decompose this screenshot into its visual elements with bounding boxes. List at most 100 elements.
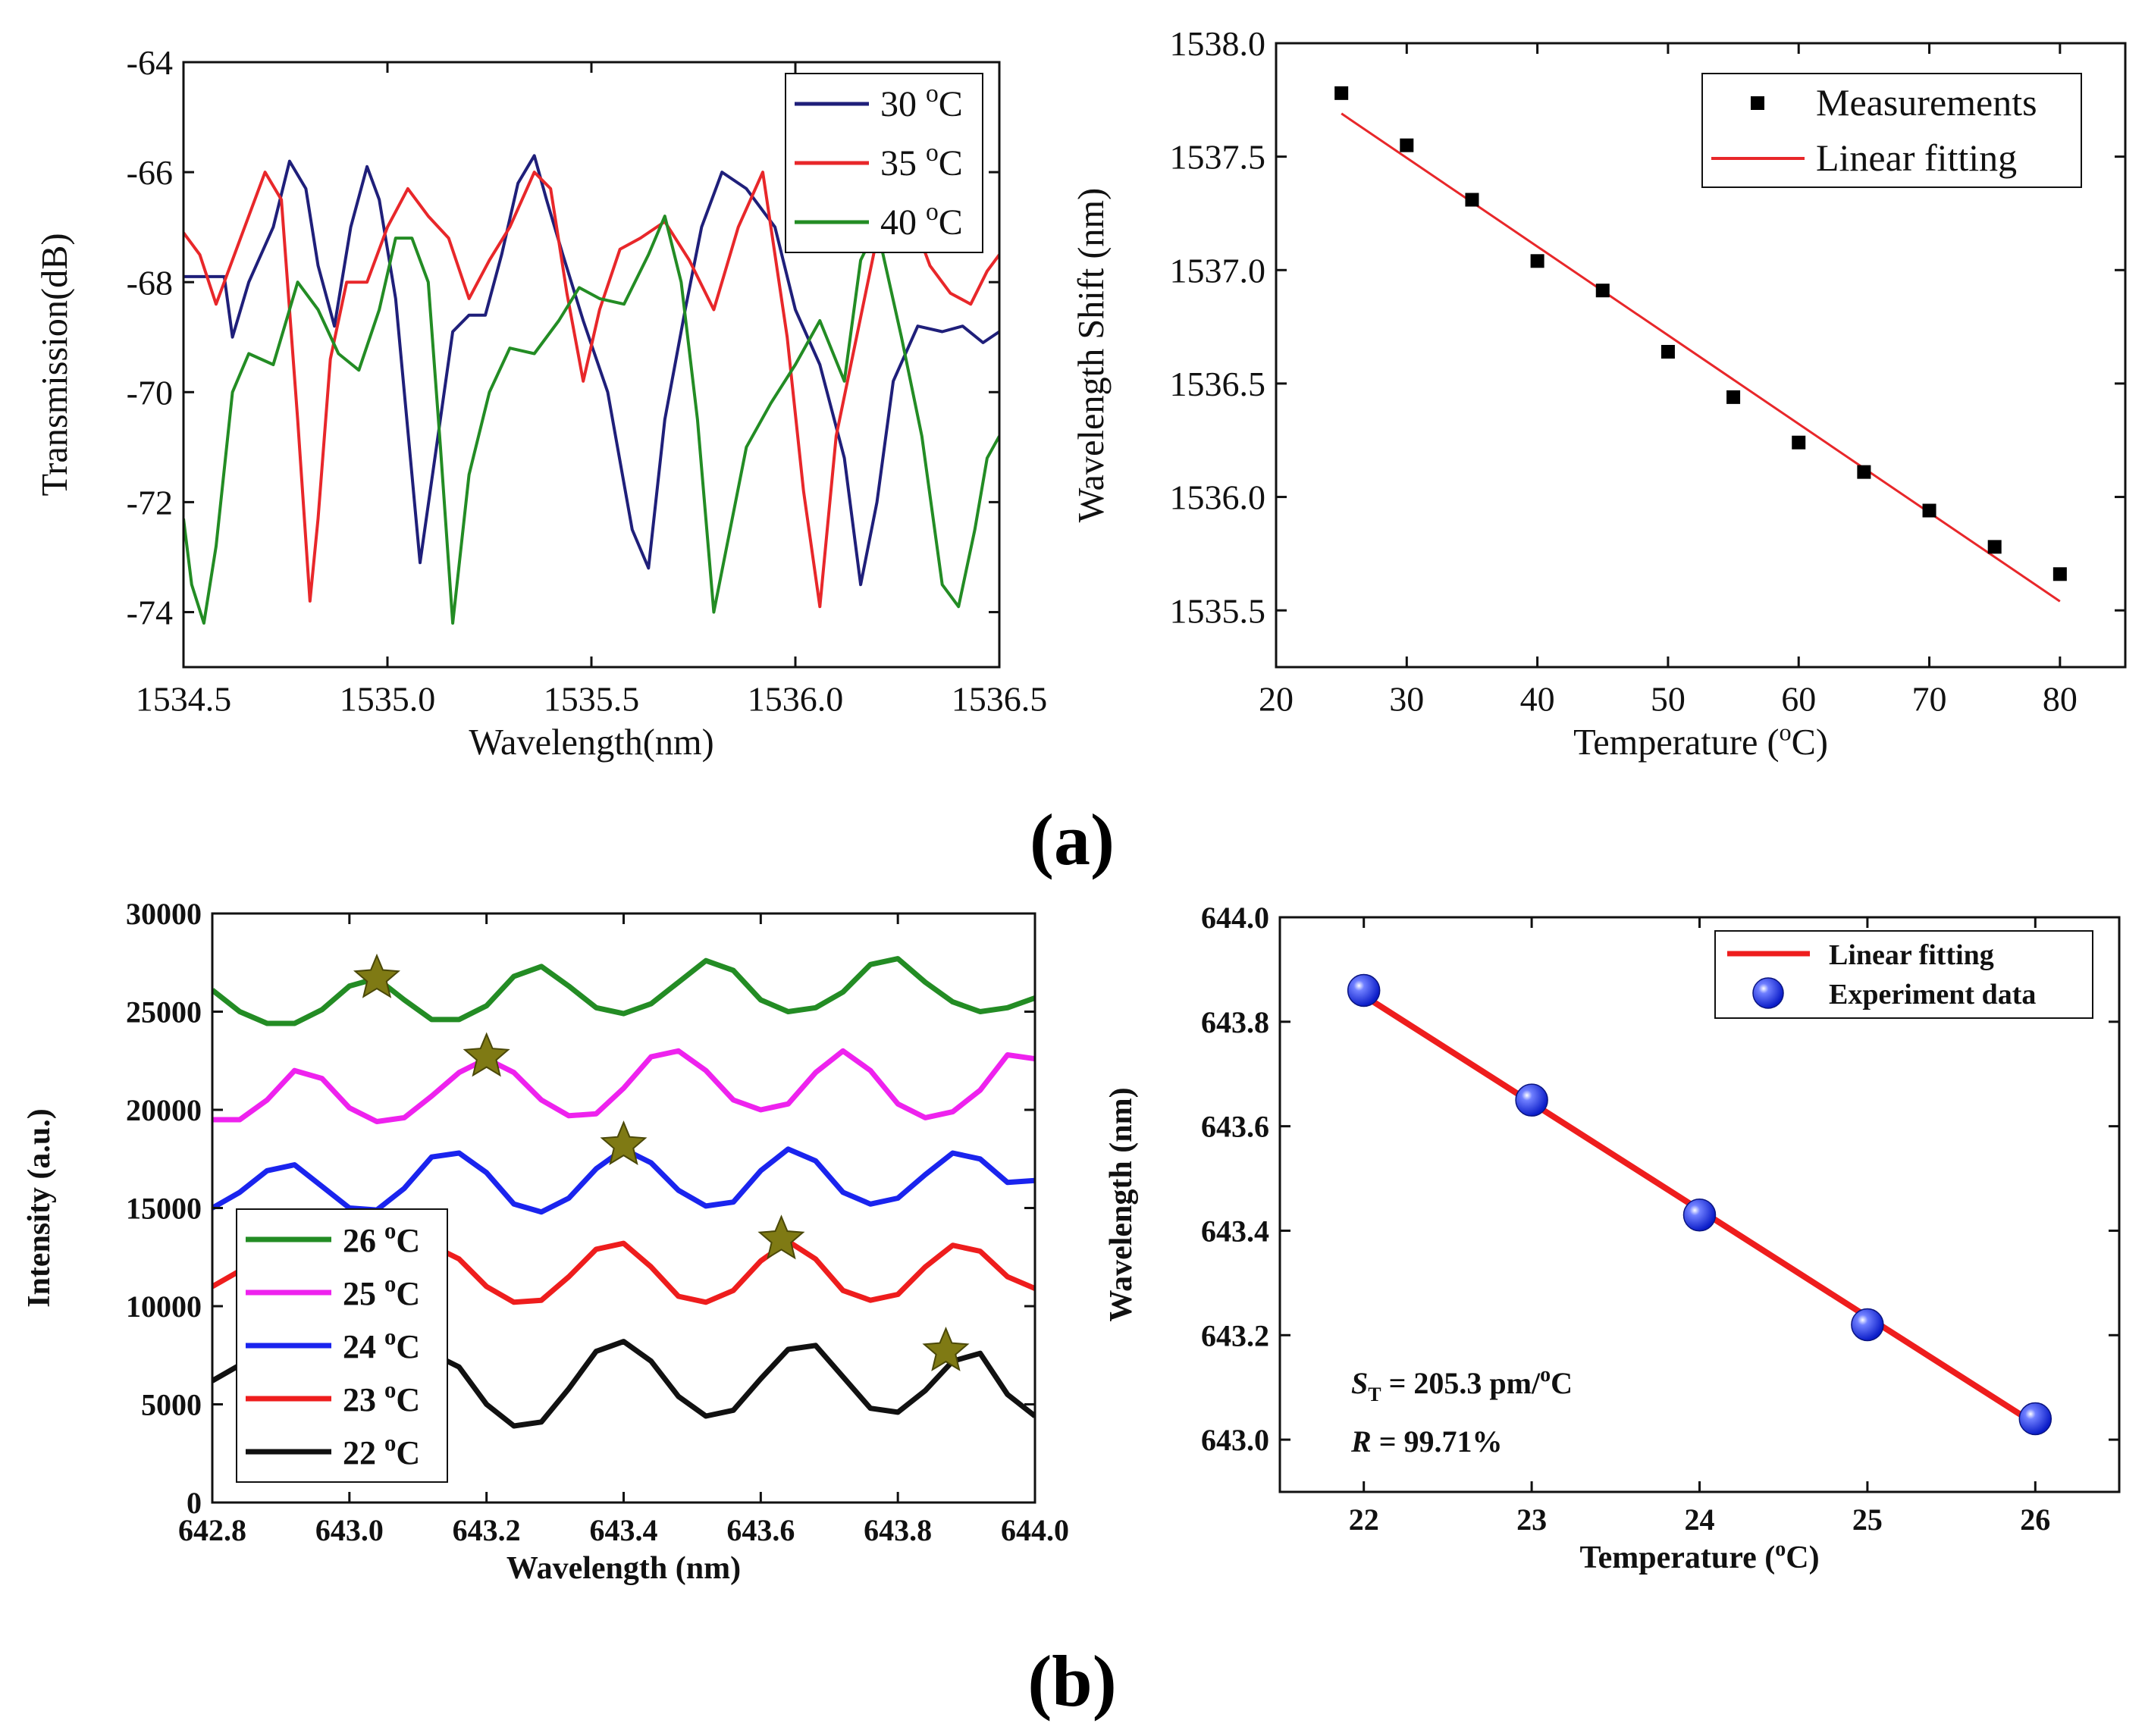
x-axis-label: Temperature (oC) <box>1579 1537 1819 1575</box>
x-tick-label: 25 <box>1852 1503 1883 1537</box>
peak-star-marker <box>600 1120 648 1166</box>
series-line-25C <box>212 1048 1035 1124</box>
x-tick-label: 70 <box>1912 680 1947 719</box>
series-line-24C <box>212 1146 1035 1215</box>
y-tick-label: 643.2 <box>1201 1318 1269 1352</box>
x-tick-label: 30 <box>1389 680 1424 719</box>
measurement-point <box>1334 86 1349 100</box>
measurement-point <box>1792 435 1806 450</box>
measurement-point <box>1660 345 1675 359</box>
measurement-point <box>1595 284 1610 298</box>
y-tick-label: 1536.0 <box>1170 478 1266 517</box>
series-line-35C <box>183 171 999 609</box>
x-axis-label: Temperature (oC) <box>1573 719 1828 763</box>
x-tick-label: 20 <box>1259 680 1294 719</box>
measurement-point <box>1857 465 1871 479</box>
experiment-point <box>1515 1083 1548 1117</box>
legend-label: Measurements <box>1816 81 2037 124</box>
legend-label: Linear fitting <box>1829 939 1994 971</box>
legend-box <box>1701 73 2082 188</box>
x-tick-label: 1536.5 <box>952 680 1048 719</box>
series-line-26C <box>212 956 1035 1026</box>
y-tick-label: 15000 <box>126 1192 202 1226</box>
x-tick-label: 643.2 <box>453 1513 521 1547</box>
measurement-point <box>1400 138 1414 152</box>
y-tick-label: -70 <box>127 373 173 412</box>
y-tick-label: 0 <box>187 1486 202 1520</box>
measurement-point <box>1922 503 1936 518</box>
y-axis-label: Intensity (a.u.) <box>22 1108 57 1308</box>
y-tick-label: 644.0 <box>1201 901 1269 935</box>
legend-marker <box>1752 977 1784 1009</box>
x-tick-label: 1535.0 <box>340 680 436 719</box>
x-tick-label: 80 <box>2043 680 2078 719</box>
experiment-point <box>1347 973 1381 1007</box>
y-tick-label: -72 <box>127 483 173 522</box>
experiment-point <box>2018 1402 2052 1436</box>
legend-label: 23 oC <box>343 1377 420 1418</box>
y-tick-label: 20000 <box>126 1093 202 1127</box>
y-tick-label: 1535.5 <box>1170 591 1266 630</box>
legend-label: 25 oC <box>343 1271 420 1312</box>
measurement-point <box>1530 254 1544 268</box>
x-tick-label: 642.8 <box>178 1513 246 1547</box>
measurement-point <box>1987 540 2002 554</box>
measurement-point <box>2052 567 2067 581</box>
x-tick-label: 644.0 <box>1001 1513 1069 1547</box>
plot-transmission-spectra: 1534.5 1535.0 1535.5 1536.0 1536.5 -74 -72 -70 -… <box>35 43 1047 763</box>
experiment-point <box>1682 1199 1717 1232</box>
x-tick-label: 23 <box>1516 1503 1547 1537</box>
x-tick-label: 643.4 <box>590 1513 658 1547</box>
y-tick-label: 30000 <box>126 897 202 931</box>
series-line-30C <box>183 154 999 587</box>
x-tick-label: 1534.5 <box>136 680 232 719</box>
y-axis-label: Transmission(dB) <box>35 233 75 496</box>
plot-wavelength-vs-temperature: 22 23 24 25 26 643.0 643.2 643.4 643.6 643.8 644.0… <box>1104 901 2121 1575</box>
y-tick-label: 643.4 <box>1201 1214 1269 1248</box>
y-tick-label: 643.6 <box>1201 1110 1269 1144</box>
measurement-point <box>1726 390 1741 404</box>
x-tick-label: 24 <box>1685 1503 1715 1537</box>
annotation-sensitivity: ST = 205.3 pm/oC <box>1351 1363 1573 1405</box>
x-tick-label: 60 <box>1781 680 1816 719</box>
y-tick-label: 1538.0 <box>1170 24 1266 63</box>
x-tick-label: 1535.5 <box>544 680 640 719</box>
x-tick-label: 26 <box>2020 1503 2050 1537</box>
legend-label: Linear fitting <box>1816 136 2017 179</box>
legend-label: 26 oC <box>343 1217 420 1259</box>
measurement-point <box>1465 193 1479 207</box>
x-axis-label: Wavelength(nm) <box>469 722 713 763</box>
legend-label: 40 oC <box>880 198 963 243</box>
plot-wavelength-shift-vs-temperature: 20 30 40 50 60 70 80 1535.5 1536.0 1536.5 1537.0 15… <box>1071 24 2127 763</box>
y-tick-label: 10000 <box>126 1289 202 1324</box>
x-axis-label: Wavelength (nm) <box>506 1551 741 1586</box>
plot-intensity-spectra: 642.8 643.0 643.2 643.4 643.6 643.8 644.0 0 5000… <box>22 897 1069 1586</box>
x-tick-label: 40 <box>1520 680 1555 719</box>
x-tick-label: 643.8 <box>864 1513 932 1547</box>
y-axis-label: Wavelength (nm) <box>1104 1087 1139 1321</box>
x-tick-label: 643.6 <box>726 1513 795 1547</box>
y-tick-label: 643.0 <box>1201 1423 1269 1457</box>
x-tick-label: 1536.0 <box>748 680 844 719</box>
y-tick-label: 1536.5 <box>1170 365 1266 403</box>
panel-label-a: (a) <box>1030 799 1115 880</box>
y-tick-label: 25000 <box>126 995 202 1029</box>
y-tick-label: -68 <box>127 263 173 302</box>
y-tick-label: -66 <box>127 153 173 192</box>
experiment-point <box>1851 1308 1884 1342</box>
legend-label: 35 oC <box>880 139 963 183</box>
y-tick-label: -74 <box>127 594 173 632</box>
y-tick-label: 643.8 <box>1201 1005 1269 1039</box>
annotation-r-value: R = 99.71% <box>1350 1424 1502 1459</box>
legend-label: 24 oC <box>343 1324 420 1365</box>
plot-frame <box>1275 42 2127 669</box>
x-tick-label: 50 <box>1651 680 1686 719</box>
legend-label: 22 oC <box>343 1430 420 1471</box>
peak-star-marker <box>757 1214 805 1260</box>
legend-label: Experiment data <box>1829 979 2036 1011</box>
fit-line <box>1341 112 2061 603</box>
y-tick-label: 1537.0 <box>1170 251 1266 290</box>
x-tick-label: 22 <box>1349 1503 1379 1537</box>
legend-label: 30 oC <box>880 80 963 124</box>
